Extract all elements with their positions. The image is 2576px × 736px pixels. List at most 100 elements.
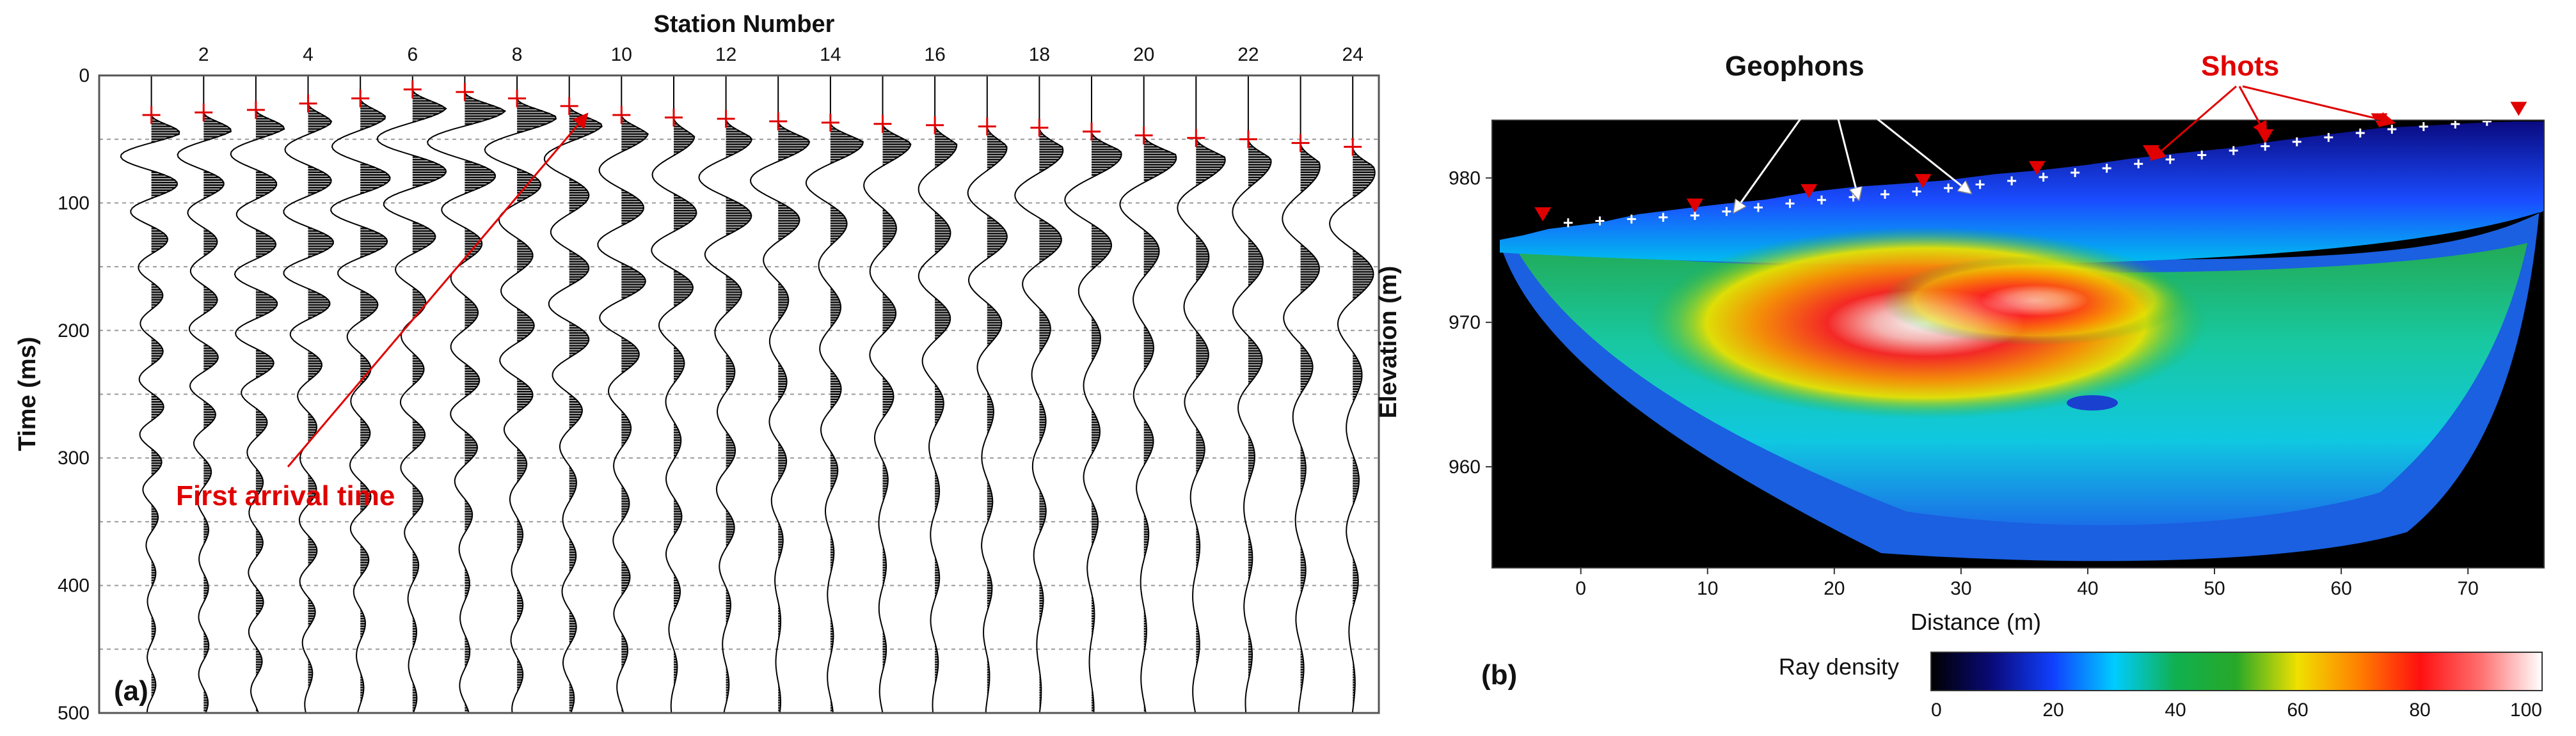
first-arrival-annotation: First arrival time — [176, 480, 395, 512]
station-tick-label: 14 — [820, 44, 841, 65]
geophone-marker — [1944, 184, 1953, 193]
geophone-marker — [2165, 155, 2175, 164]
geophons-pointer-lines — [1734, 85, 1971, 212]
shot-marker — [2028, 161, 2046, 175]
time-tick-label: 400 — [58, 575, 90, 597]
first-arrival-pick — [1134, 126, 1153, 145]
elevation-ticks: 960 970 980 — [1449, 168, 1492, 478]
first-arrival-pick — [142, 106, 161, 124]
first-arrival-pick — [195, 103, 213, 121]
ray-density-colorbar — [1930, 652, 2543, 691]
first-arrival-pick — [246, 100, 265, 119]
trace-station-6 — [376, 75, 447, 714]
colorbar-tick-label: 100 — [2510, 700, 2542, 721]
time-tick-label: 500 — [58, 703, 90, 724]
shot-marker — [1914, 174, 1932, 189]
trace-station-17 — [967, 75, 1008, 714]
colorbar-tick-label: 40 — [2165, 700, 2186, 721]
geophone-marker — [1817, 195, 1826, 205]
station-tick-label: 4 — [303, 44, 314, 65]
time-ticks: 0 100 200 300 400 500 — [58, 65, 90, 724]
geophone-marker — [2039, 172, 2048, 182]
time-tick-label: 100 — [58, 192, 90, 214]
geophone-marker — [2007, 176, 2017, 185]
above-surface-mask — [1492, 120, 2543, 242]
colorbar-tick-label: 80 — [2409, 700, 2430, 721]
elevation-tick-label: 970 — [1449, 312, 1481, 333]
ray-density-hotspot-2 — [1881, 256, 2188, 345]
station-number-axis-title: Station Number — [654, 11, 835, 38]
elevation-tick-label: 960 — [1449, 457, 1481, 478]
first-arrival-pick — [1291, 134, 1310, 152]
geophone-markers — [1563, 116, 2492, 228]
plot-frame-b — [1491, 120, 2545, 568]
geophone-marker — [2071, 168, 2080, 178]
first-arrival-pick — [560, 97, 578, 115]
elevation-axis-label: Elevation (m) — [1375, 266, 1402, 419]
elevation-tick-label: 980 — [1449, 168, 1481, 189]
geophone-marker — [2355, 128, 2365, 137]
geophone-marker — [1975, 180, 1985, 189]
shot-marker — [1801, 184, 1818, 198]
first-arrival-pick — [1239, 130, 1257, 148]
trace-station-3 — [230, 75, 285, 714]
station-tick-label: 16 — [924, 44, 945, 65]
geophone-marker — [1658, 212, 1668, 222]
station-tick-label: 8 — [512, 44, 523, 65]
geophone-marker — [2451, 119, 2460, 129]
first-arrival-pick — [717, 109, 735, 128]
time-tick-label: 300 — [58, 448, 90, 469]
first-arrival-pick — [351, 89, 370, 107]
trace-station-15 — [863, 75, 912, 714]
first-arrival-pick — [1344, 137, 1362, 156]
distance-tick-label: 10 — [1697, 578, 1718, 599]
geophone-marker — [1626, 214, 1636, 224]
first-arrival-pick — [1187, 129, 1205, 147]
station-tick-label: 22 — [1237, 44, 1259, 65]
first-arrival-pick — [769, 112, 788, 130]
trace-station-9 — [543, 75, 603, 714]
distance-tick-label: 30 — [1950, 578, 1971, 599]
plot-frame-a — [98, 74, 1380, 714]
first-arrival-pick — [926, 116, 944, 134]
distance-tick-label: 50 — [2204, 578, 2225, 599]
distance-tick-label: 0 — [1575, 578, 1586, 599]
colorbar-label: Ray density — [1779, 654, 1899, 680]
panel-a-seismogram: Station Number 2 4 6 8 10 12 14 16 18 20 22 24 0100… — [14, 11, 1380, 724]
geophone-marker — [1722, 207, 1731, 216]
shot-marker — [2510, 102, 2527, 116]
geophone-marker — [1785, 199, 1795, 208]
geophone-marker — [2292, 137, 2302, 146]
first-arrival-picks — [142, 80, 1362, 156]
geophons-annotation: Geophons — [1725, 51, 1864, 82]
first-arrival-pick — [456, 82, 474, 101]
time-tick-label: 200 — [58, 320, 90, 341]
station-tick-label: 20 — [1133, 44, 1154, 65]
shots-annotation: Shots — [2201, 51, 2279, 82]
first-arrival-pick — [873, 114, 892, 133]
distance-tick-label: 60 — [2330, 578, 2351, 599]
geophone-marker — [2197, 150, 2207, 160]
geophone-marker — [1563, 218, 1573, 228]
geophone-marker — [2102, 164, 2111, 173]
panel-a-label: (a) — [114, 675, 148, 707]
geophone-marker — [2134, 159, 2143, 169]
station-tick-label: 2 — [198, 44, 209, 65]
distance-tick-label: 40 — [2077, 578, 2098, 599]
panel-b-label: (b) — [1481, 659, 1517, 691]
first-arrival-pick — [978, 117, 996, 136]
first-arrival-pick — [508, 89, 527, 107]
station-tick-label: 18 — [1029, 44, 1050, 65]
shot-marker — [1686, 198, 1703, 213]
geophone-marker — [1912, 187, 1921, 196]
geophone-marker — [1595, 216, 1605, 226]
seismic-traces — [120, 75, 1376, 714]
trace-station-2 — [177, 75, 232, 714]
trace-station-19 — [1064, 75, 1122, 714]
shot-marker — [1534, 207, 1552, 222]
geophone-marker — [1753, 203, 1763, 212]
trace-station-11 — [651, 75, 697, 714]
distance-ticks: 0 10 20 30 40 50 60 70 — [1575, 568, 2479, 599]
shots-pointer-lines — [2150, 85, 2396, 161]
colorbar-ticks: 0 20 40 60 80 100 — [1931, 700, 2542, 721]
